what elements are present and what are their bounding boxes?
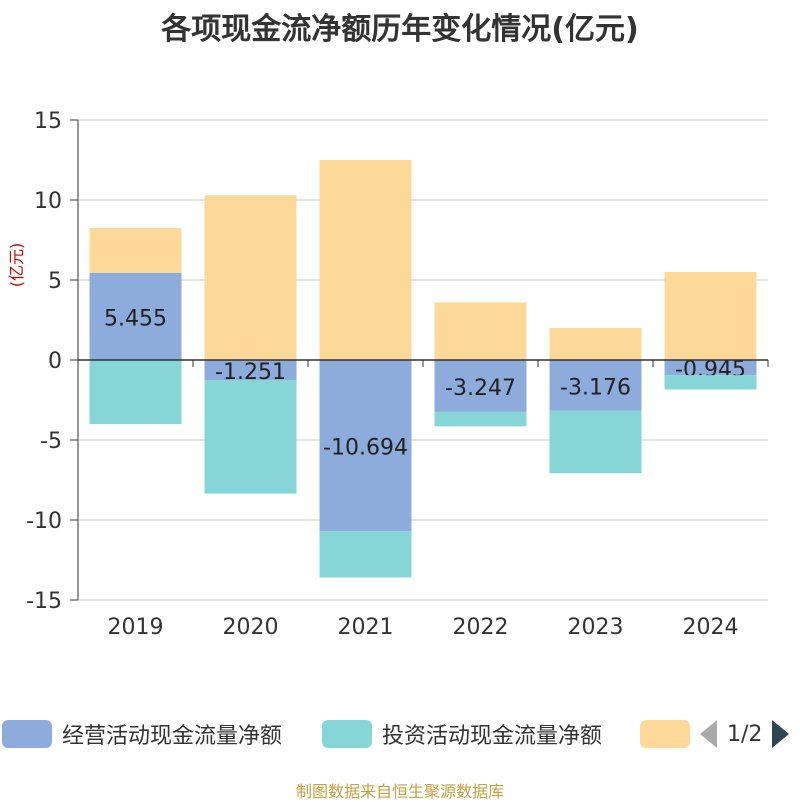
data-label-2021: -10.694 <box>323 436 408 461</box>
legend-next-page-icon[interactable] <box>772 720 790 748</box>
y-tick-label: -15 <box>26 589 62 614</box>
legend-swatch-investing <box>322 720 372 748</box>
bar-series0-2020 <box>204 360 297 381</box>
bar-series1-2019 <box>89 360 182 424</box>
bar-series2-2024 <box>664 272 757 360</box>
y-axis-label: (亿元) <box>7 243 26 288</box>
y-tick-label: 15 <box>34 109 62 134</box>
chart-plot: 151050-5-10-15(亿元)5.455-1.251-10.694-3.2… <box>7 109 769 640</box>
legend-pager: 1/2 <box>700 716 790 752</box>
bar-series2-2022 <box>434 302 527 360</box>
bar-series1-2024 <box>664 375 757 390</box>
bar-series0-2022 <box>434 360 527 412</box>
bar-series1-2022 <box>434 411 527 427</box>
legend-label-operating: 经营活动现金流量净额 <box>62 724 283 749</box>
x-tick-label: 2020 <box>223 615 279 640</box>
y-tick-label: 0 <box>48 349 62 374</box>
x-tick-label: 2019 <box>108 615 164 640</box>
legend: 经营活动现金流量净额 投资活动现金流量净额 <box>0 716 800 752</box>
bar-series2-2020 <box>204 195 297 360</box>
legend-prev-page-icon[interactable] <box>700 720 717 748</box>
y-tick-label: 10 <box>34 189 62 214</box>
bar-series0-2021 <box>319 360 412 532</box>
legend-swatch-operating <box>2 720 52 748</box>
y-tick-label: -5 <box>40 429 62 454</box>
data-label-2019: 5.455 <box>104 306 167 331</box>
y-tick-label: 5 <box>48 269 62 294</box>
data-label-2023: -3.176 <box>560 375 631 400</box>
x-tick-label: 2021 <box>338 615 394 640</box>
x-tick-label: 2023 <box>568 615 624 640</box>
bar-series0-2019 <box>89 272 182 360</box>
legend-swatch-financing <box>640 720 690 748</box>
source-note: 制图数据来自恒生聚源数据库 <box>295 782 504 801</box>
bar-series0-2023 <box>549 360 642 411</box>
legend-item-investing[interactable]: 投资活动现金流量净额 <box>322 716 602 752</box>
bar-series2-2023 <box>549 328 642 360</box>
y-tick-label: -10 <box>26 509 62 534</box>
legend-label-investing: 投资活动现金流量净额 <box>382 724 603 749</box>
legend-page-indicator: 1/2 <box>727 721 763 747</box>
bar-series1-2021 <box>319 531 412 578</box>
x-tick-label: 2024 <box>683 615 739 640</box>
data-label-2022: -3.247 <box>445 376 516 401</box>
bar-series1-2020 <box>204 380 297 494</box>
legend-item-operating[interactable]: 经营活动现金流量净额 <box>2 716 282 752</box>
bar-series1-2023 <box>549 410 642 474</box>
bar-series2-2019 <box>89 227 182 273</box>
bar-series2-2021 <box>319 160 412 360</box>
legend-item-financing[interactable] <box>640 716 690 752</box>
x-tick-label: 2022 <box>453 615 509 640</box>
bar-series0-2024 <box>664 360 757 376</box>
chart-title: 各项现金流净额历年变化情况(亿元) <box>161 12 639 47</box>
